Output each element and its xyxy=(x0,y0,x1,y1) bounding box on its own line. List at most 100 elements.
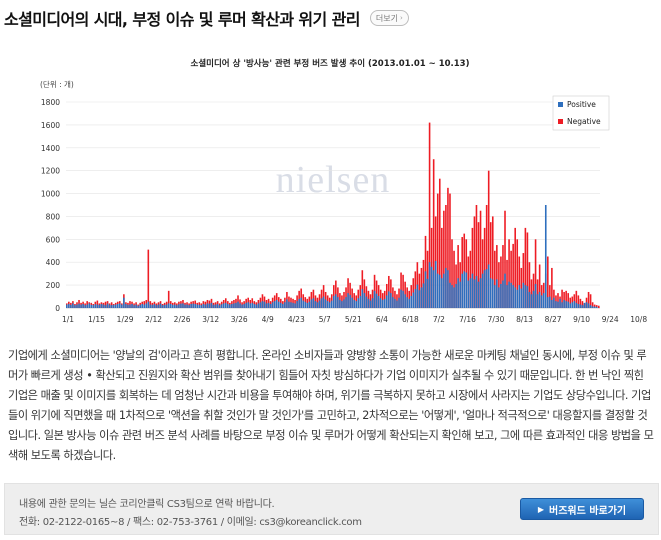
positive-bar xyxy=(74,305,76,308)
positive-bar xyxy=(277,301,280,308)
more-button[interactable]: 더보기 › xyxy=(369,10,409,26)
positive-bar xyxy=(155,305,158,308)
positive-bar xyxy=(593,306,596,308)
positive-bar xyxy=(569,303,572,308)
positive-bar xyxy=(445,267,447,308)
positive-bar xyxy=(491,279,494,308)
positive-bar xyxy=(363,293,366,308)
positive-bar xyxy=(571,302,574,308)
x-tick-label: 4/23 xyxy=(288,315,305,324)
positive-bar xyxy=(544,205,547,308)
positive-bar xyxy=(314,301,317,308)
positive-bar xyxy=(247,302,249,308)
positive-bar xyxy=(361,289,364,308)
positive-bar xyxy=(510,282,512,308)
buzzword-link-button[interactable]: ▶ 버즈워드 바로가기 xyxy=(520,498,644,520)
positive-bar xyxy=(196,304,199,308)
negative-bar xyxy=(438,178,441,308)
positive-bar xyxy=(526,286,529,308)
negative-bar xyxy=(487,170,490,308)
positive-bar xyxy=(414,289,417,308)
positive-bar xyxy=(104,305,107,308)
positive-bar xyxy=(587,303,590,308)
negative-bar xyxy=(477,222,480,308)
positive-bar xyxy=(92,305,95,308)
positive-bar xyxy=(577,303,580,308)
negative-bar xyxy=(485,205,488,308)
positive-bar xyxy=(220,304,223,308)
negative-bar xyxy=(551,267,553,308)
negative-bar xyxy=(522,253,525,308)
positive-bar xyxy=(436,273,439,308)
negative-bar xyxy=(506,259,508,308)
positive-bar xyxy=(249,303,252,308)
positive-bar xyxy=(137,305,139,308)
positive-bar xyxy=(494,285,496,308)
positive-bar xyxy=(135,304,137,308)
negative-bar xyxy=(436,193,439,308)
positive-bar xyxy=(165,304,168,308)
positive-bar xyxy=(330,300,333,308)
positive-bar xyxy=(547,297,549,308)
positive-bar xyxy=(343,299,345,308)
negative-bar xyxy=(567,293,569,308)
positive-bar xyxy=(481,273,484,308)
positive-bar xyxy=(255,304,258,308)
positive-bar xyxy=(231,303,233,308)
y-tick-label: 1600 xyxy=(41,121,60,130)
positive-bar xyxy=(487,264,490,308)
positive-bar xyxy=(131,303,133,308)
negative-bar xyxy=(508,239,510,308)
positive-bar xyxy=(180,303,182,308)
positive-bar xyxy=(94,304,97,308)
positive-bar xyxy=(377,295,380,308)
positive-bar xyxy=(524,285,527,308)
positive-bar xyxy=(520,288,523,308)
x-tick-label: 3/12 xyxy=(202,315,219,324)
negative-bar xyxy=(479,210,482,308)
positive-bar xyxy=(420,287,423,308)
positive-bar xyxy=(241,304,243,308)
negative-bar xyxy=(516,239,519,308)
positive-bar xyxy=(161,305,164,308)
positive-bar xyxy=(243,303,245,308)
positive-bar xyxy=(269,303,272,308)
positive-bar xyxy=(86,304,88,308)
y-axis-ticks: 0 200 400 600 800 1000 1200 1400 1600 1800 xyxy=(41,98,60,313)
positive-bar xyxy=(70,304,72,308)
positive-bar xyxy=(257,303,260,308)
positive-bar xyxy=(302,300,305,308)
negative-bar xyxy=(147,249,150,308)
x-tick-label: 9/24 xyxy=(602,315,619,324)
x-tick-label: 1/29 xyxy=(117,315,134,324)
positive-bar xyxy=(392,297,394,308)
positive-bar xyxy=(204,304,207,308)
negative-bar xyxy=(528,262,531,308)
negative-bar xyxy=(502,245,504,308)
y-tick-label: 400 xyxy=(46,258,61,267)
positive-bar xyxy=(457,278,459,308)
negative-bar xyxy=(538,264,541,308)
negative-bar xyxy=(496,245,498,308)
page-title: 소셜미디어의 시대, 부정 이슈 및 루머 확산과 위기 관리 xyxy=(4,10,360,29)
negative-bar xyxy=(489,222,492,308)
positive-bar xyxy=(237,301,239,308)
positive-bar xyxy=(116,303,119,308)
positive-bar xyxy=(353,299,355,308)
positive-bar xyxy=(416,284,419,308)
positive-bar xyxy=(112,304,115,308)
y-tick-label: 200 xyxy=(46,281,61,290)
positive-bar xyxy=(447,270,449,308)
positive-bar xyxy=(367,298,370,308)
negative-bar xyxy=(491,216,494,308)
positive-bar xyxy=(275,299,278,308)
positive-bar xyxy=(102,304,105,308)
positive-bar xyxy=(324,299,327,308)
positive-bar xyxy=(422,283,425,308)
negative-bar xyxy=(129,301,131,308)
negative-bar xyxy=(557,293,559,308)
legend-negative-label: Negative xyxy=(567,117,601,126)
negative-bar xyxy=(443,210,445,308)
x-tick-label: 6/4 xyxy=(376,315,388,324)
positive-bar xyxy=(322,296,325,308)
